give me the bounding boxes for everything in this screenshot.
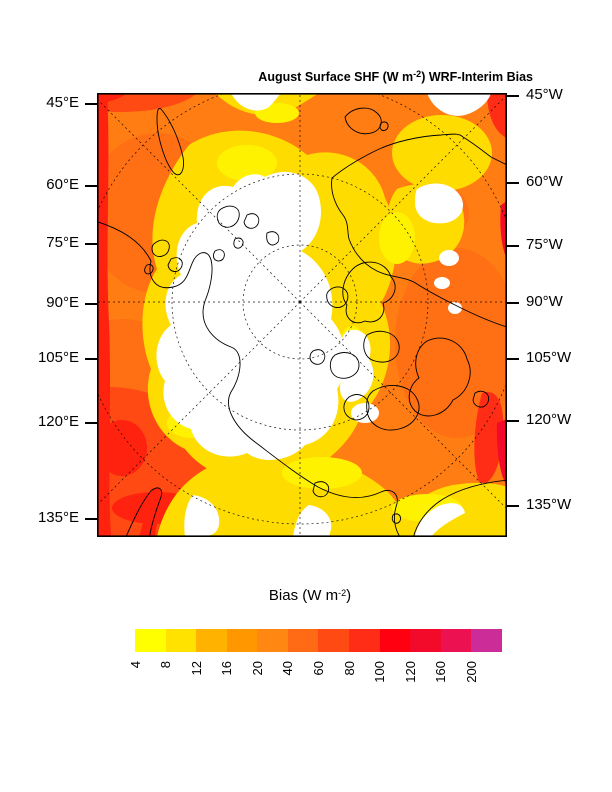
wrangel-island <box>312 481 401 524</box>
title-text-end: ) WRF-Interim Bias <box>421 70 533 84</box>
left-axis-tick <box>85 303 97 305</box>
right-axis-label: 45°W <box>526 86 563 103</box>
colorbar-segment <box>196 629 227 652</box>
map-border <box>97 93 507 537</box>
colorbar-segment <box>410 629 441 652</box>
right-axis-tick <box>507 358 519 360</box>
right-axis-tick <box>507 302 519 304</box>
greenland-west-coast <box>331 177 507 328</box>
graticule <box>97 93 507 537</box>
colorbar-tick-label: 16 <box>219 661 235 676</box>
colorbar-segment <box>135 629 166 652</box>
left-axis-label: 105°E <box>37 349 79 366</box>
colorbar-tick-label: 160 <box>433 661 449 683</box>
coastlines <box>97 107 507 537</box>
baffin-island <box>408 337 490 417</box>
colorbar-segment <box>257 629 288 652</box>
colorbar <box>135 629 502 652</box>
colorbar-tick-label: 60 <box>311 661 326 676</box>
right-axis-label: 120°W <box>526 411 572 428</box>
sea-ice-white-region <box>156 93 491 537</box>
left-axis-tick <box>85 518 97 520</box>
left-axis-tick <box>85 358 97 360</box>
colorbar-title-text: Bias (W m <box>268 587 339 604</box>
right-axis-tick <box>507 182 519 184</box>
colorbar-tick-label: 12 <box>188 661 204 676</box>
colorbar-segment <box>226 629 258 652</box>
left-axis-label: 45°E <box>46 94 79 111</box>
colorbar-tick-label: 120 <box>402 661 418 683</box>
left-axis-tick <box>85 185 97 187</box>
colorbar-segment <box>440 629 472 652</box>
svalbard-islands <box>212 205 280 262</box>
colorbar-tick-label: 20 <box>249 661 265 676</box>
colorbar-title-superscript: -2 <box>338 588 347 598</box>
colorbar-segment <box>318 629 350 652</box>
colorbar-segment <box>471 629 502 652</box>
colorbar-tick-label: 80 <box>341 661 357 676</box>
greenland-north-coast <box>331 133 507 179</box>
right-axis-label: 105°W <box>526 349 572 366</box>
left-axis-label: 75°E <box>46 234 79 251</box>
left-axis-tick <box>85 243 97 245</box>
right-axis-label: 75°W <box>526 236 563 253</box>
title-superscript: -2 <box>413 69 422 79</box>
colorbar-tick-label: 100 <box>372 661 388 683</box>
severnaya-zemlya-islands <box>144 239 183 275</box>
right-axis-label: 60°W <box>526 173 563 190</box>
colorbar-tick-label: 200 <box>463 661 479 683</box>
left-axis-label: 60°E <box>46 176 79 193</box>
right-axis-tick <box>507 95 519 97</box>
map-frame <box>97 93 507 537</box>
kamchatka-coastline <box>125 487 163 537</box>
alaska-coastline <box>413 479 507 537</box>
colorbar-tick-label: 4 <box>127 661 143 669</box>
right-axis-tick <box>507 505 519 507</box>
siberian-coastline <box>97 221 401 537</box>
title-text: August Surface SHF (W m <box>258 70 414 84</box>
colorbar-title: Bias (W m-2) <box>240 587 380 604</box>
colorbar-title-text-end: ) <box>346 587 352 604</box>
colorbar-segment <box>349 629 380 652</box>
colorbar-segment <box>379 629 411 652</box>
colorbar-tick-label: 40 <box>280 661 296 676</box>
left-axis-label: 135°E <box>37 509 79 526</box>
right-axis-tick <box>507 420 519 422</box>
left-axis-label: 120°E <box>37 413 79 430</box>
ellesmere-island <box>342 261 396 324</box>
left-axis-label: 90°E <box>46 294 79 311</box>
right-axis-label: 90°W <box>526 293 563 310</box>
arctic-bias-map-svg <box>97 93 507 537</box>
left-axis-tick <box>85 103 97 105</box>
colorbar-tick-label: 8 <box>158 661 174 669</box>
novaya-zemlya-island <box>156 108 184 176</box>
island-north-of-greenland <box>344 107 389 135</box>
right-axis-label: 135°W <box>526 496 572 513</box>
left-axis-tick <box>85 422 97 424</box>
figure-title: August Surface SHF (W m-2) WRF-Interim B… <box>97 69 533 84</box>
colorbar-segment <box>165 629 197 652</box>
archipelago-islands <box>309 286 400 379</box>
colorbar-segment <box>287 629 319 652</box>
right-axis-tick <box>507 245 519 247</box>
victoria-banks-islands <box>343 384 420 431</box>
